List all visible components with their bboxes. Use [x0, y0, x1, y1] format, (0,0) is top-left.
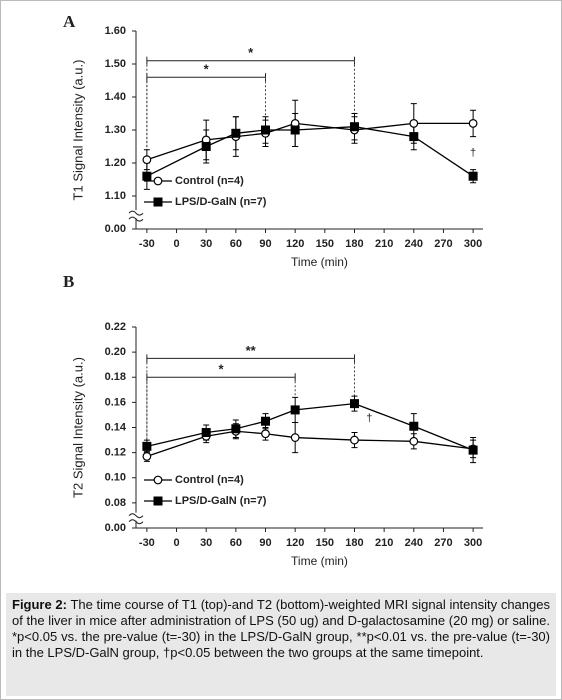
data-point: [409, 132, 419, 142]
y-tick-label: 0.10: [105, 472, 126, 484]
data-point: [261, 416, 271, 426]
y-tick-label: 0.00: [105, 522, 126, 534]
axis-break: [128, 519, 144, 525]
data-point: [349, 399, 359, 409]
legend-label: Control (n=4): [175, 474, 244, 486]
x-tick-label: 270: [434, 238, 452, 250]
series-line: [146, 126, 474, 177]
x-tick-label: 210: [375, 537, 393, 549]
data-point: [201, 142, 211, 151]
data-point: [290, 433, 300, 442]
series-line: [146, 122, 474, 161]
caption-text: The time course of T1 (top)-and T2 (bott…: [12, 597, 550, 660]
data-point: [231, 128, 241, 138]
data-point: [142, 441, 152, 451]
caption-label: Figure 2:: [12, 597, 67, 612]
x-tick-label: 270: [434, 537, 452, 549]
bracket-label: **: [246, 343, 257, 358]
y-tick-label: 0.18: [105, 371, 126, 383]
data-point: [409, 118, 419, 128]
axis-break: [128, 216, 144, 222]
x-tick-label: 240: [405, 238, 423, 250]
y-tick-label: 0.22: [105, 321, 126, 333]
data-point: [201, 428, 211, 438]
data-point: [349, 122, 359, 132]
y-tick-label: 0.12: [105, 447, 126, 459]
axis-break-gap: [130, 210, 142, 219]
x-tick-label: -30: [139, 537, 155, 549]
data-point: [290, 405, 300, 415]
x-tick-label: -30: [139, 238, 155, 250]
bracket-label: *: [218, 362, 224, 377]
y-tick-label: 0.20: [105, 346, 126, 358]
series-line: [146, 402, 474, 451]
annotation: †: [470, 147, 476, 159]
data-point: [468, 118, 478, 128]
x-tick-label: 90: [259, 238, 271, 250]
caption: Figure 2: The time course of T1 (top)-an…: [6, 593, 556, 696]
x-tick-label: 150: [316, 537, 334, 549]
legend-label: LPS/D-GalN (n=7): [175, 495, 267, 507]
legend-marker: [153, 475, 163, 485]
axis-break-gap: [130, 512, 142, 521]
panel-label: A: [63, 12, 76, 31]
data-point: [142, 451, 152, 461]
x-tick-label: 180: [345, 238, 363, 250]
x-tick-label: 210: [375, 238, 393, 250]
panel-label: B: [63, 272, 74, 291]
x-tick-label: 150: [316, 238, 334, 250]
y-tick-label: 1.10: [105, 190, 126, 202]
data-point: [468, 171, 478, 181]
legend-label: Control (n=4): [175, 175, 244, 187]
legend-label: LPS/D-GalN (n=7): [175, 196, 267, 208]
y-tick-label: 0.14: [105, 421, 127, 433]
x-tick-label: 0: [173, 238, 179, 250]
y-tick-label: 0.00: [105, 223, 126, 235]
data-point: [261, 125, 271, 135]
axis-break: [128, 513, 144, 519]
bracket-label: *: [248, 45, 254, 60]
x-tick-label: 30: [200, 537, 212, 549]
x-tick-label: 60: [230, 238, 242, 250]
x-tick-label: 60: [230, 537, 242, 549]
data-point: [231, 424, 241, 434]
data-point: [261, 429, 270, 439]
x-tick-label: 0: [173, 537, 179, 549]
data-point: [142, 171, 152, 181]
bracket-label: *: [204, 62, 210, 77]
legend-marker: [153, 496, 163, 506]
x-tick-label: 30: [200, 238, 212, 250]
x-tick-label: 300: [464, 238, 482, 250]
data-point: [290, 125, 300, 135]
y-axis-title: T1 Signal Intensity (a.u.): [70, 60, 85, 201]
x-tick-label: 120: [286, 238, 304, 250]
data-point: [350, 435, 359, 445]
y-tick-label: 1.50: [105, 58, 126, 70]
y-tick-label: 0.08: [105, 497, 126, 509]
y-tick-label: 0.16: [105, 396, 126, 408]
y-axis-title: T2 Signal Intensity (a.u.): [70, 357, 85, 498]
x-tick-label: 240: [405, 537, 423, 549]
data-point: [142, 155, 152, 165]
x-tick-label: 180: [345, 537, 363, 549]
x-tick-label: 300: [464, 537, 482, 549]
x-tick-label: 90: [259, 537, 271, 549]
data-point: [468, 445, 478, 455]
legend-marker: [153, 197, 163, 207]
x-axis-title: Time (min): [291, 255, 348, 269]
data-point: [409, 421, 419, 431]
y-tick-label: 1.60: [105, 25, 126, 37]
y-tick-label: 1.30: [105, 124, 126, 136]
annotation: †: [366, 413, 372, 425]
data-point: [409, 436, 419, 446]
y-tick-label: 1.40: [105, 91, 126, 103]
charts: A 0.00 1.10 1.20 1.30 1.40 1.50 1.60 -30 0 30 60 90 1…: [63, 12, 483, 568]
series-line: [146, 430, 474, 458]
y-tick-label: 1.20: [105, 157, 126, 169]
axis-break: [128, 210, 144, 216]
legend-marker: [153, 176, 163, 186]
x-axis-title: Time (min): [291, 554, 348, 568]
x-tick-label: 120: [286, 537, 304, 549]
